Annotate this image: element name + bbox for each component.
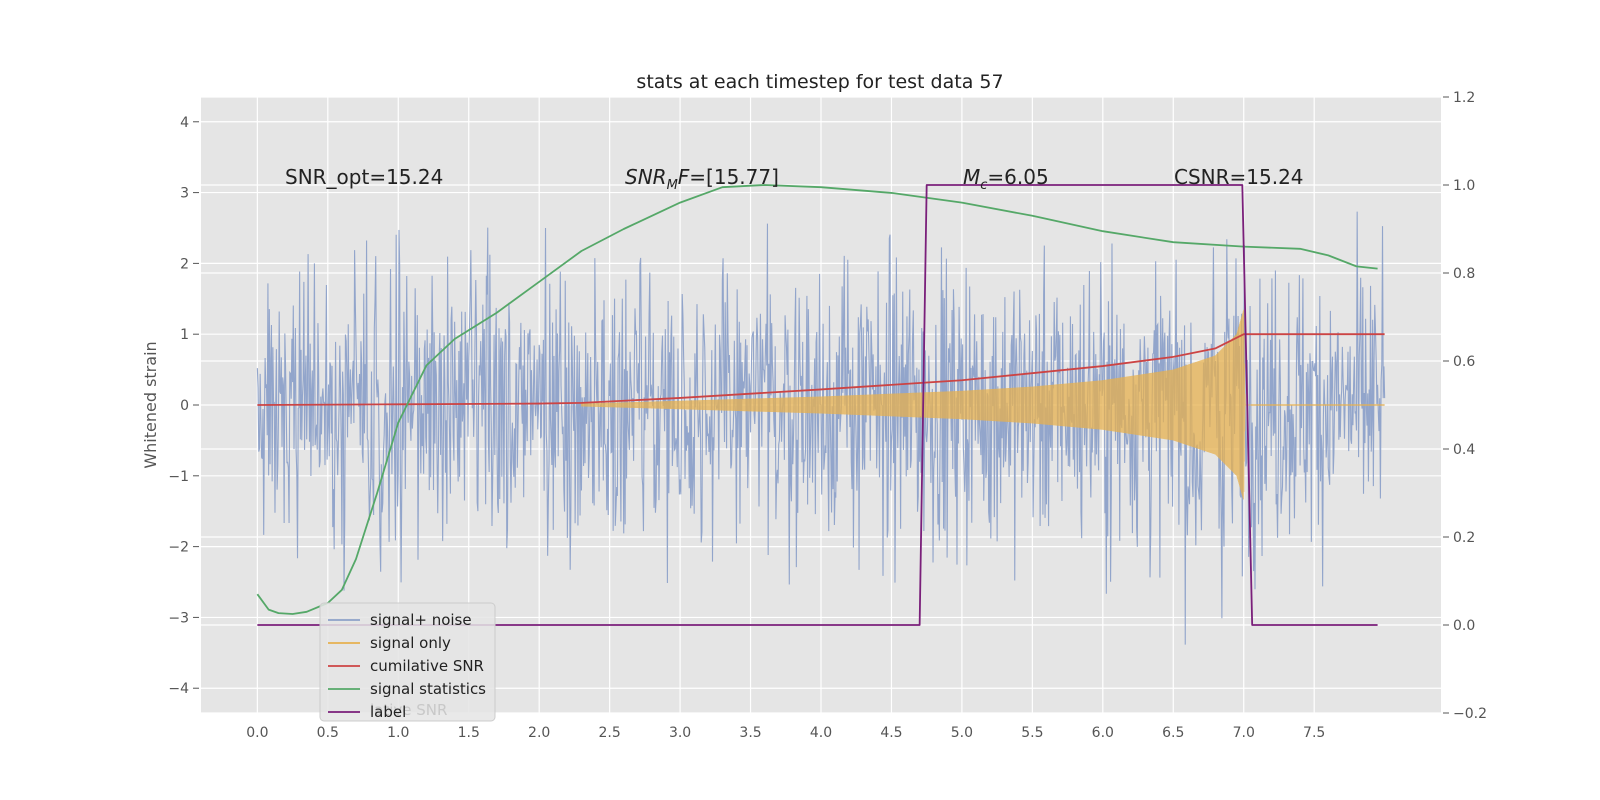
y2-tick-label: 1.2 xyxy=(1453,90,1475,106)
y-tick-label: −3 xyxy=(168,610,189,626)
chart-title: stats at each timestep for test data 57 xyxy=(636,71,1003,93)
x-tick-label: 7.5 xyxy=(1303,725,1325,741)
annotation-snr-mf: SNRMF=[15.77] xyxy=(625,165,779,193)
y-tick-label: −2 xyxy=(168,540,189,556)
y-tick-label: 0 xyxy=(180,398,189,414)
annotation-chirp-mass: Mc=6.05 xyxy=(963,165,1049,193)
x-tick-label: 2.5 xyxy=(599,725,621,741)
y2-tick-label: 0.4 xyxy=(1453,442,1475,458)
legend-label: signal only xyxy=(370,634,451,652)
y-tick-label: −1 xyxy=(168,469,189,485)
y-tick-label: 1 xyxy=(180,327,189,343)
y-tick-label: 3 xyxy=(180,186,189,202)
x-tick-label: 2.0 xyxy=(528,725,550,741)
y-tick-label: 4 xyxy=(180,115,189,131)
x-tick-label: 4.5 xyxy=(880,725,902,741)
y2-tick-label: 1.0 xyxy=(1453,178,1475,194)
y2-tick-label: −0.2 xyxy=(1453,706,1487,722)
legend: lative SNR signal+ noise signal only cumila… xyxy=(319,602,496,722)
legend-label: signal+ noise xyxy=(370,611,472,629)
x-tick-label: 0.5 xyxy=(317,725,339,741)
legend-box xyxy=(319,602,496,722)
legend-label: cumilative SNR xyxy=(370,657,484,675)
y-axis-label: Whitened strain xyxy=(141,341,160,468)
x-tick-label: 6.5 xyxy=(1162,725,1184,741)
annotations: SNR_opt=15.24 SNRMF=[15.77] Mc=6.05 CSNR… xyxy=(285,165,1304,193)
legend-label: signal statistics xyxy=(370,680,486,698)
axis-ticks: 0.0 0.5 1.0 1.5 2.0 2.5 3.0 3.5 4.0 4.5 5.0 5.5 6.0 6… xyxy=(168,90,1487,741)
y-tick-label: −4 xyxy=(168,681,189,697)
legend-label: label xyxy=(370,703,406,721)
x-tick-label: 1.0 xyxy=(387,725,409,741)
y-tick-label: 2 xyxy=(180,256,189,272)
legend-ghost-text: lative SNR xyxy=(370,701,447,719)
x-tick-label: 6.0 xyxy=(1092,725,1114,741)
annotation-csnr: CSNR=15.24 xyxy=(1174,165,1304,189)
x-tick-label: 4.0 xyxy=(810,725,832,741)
annotation-snr-opt: SNR_opt=15.24 xyxy=(285,165,443,189)
signal-only-line xyxy=(581,309,1251,500)
y2-tick-label: 0.0 xyxy=(1453,618,1475,634)
series-signal-only xyxy=(581,309,1385,500)
x-tick-label: 0.0 xyxy=(246,725,268,741)
x-tick-label: 3.5 xyxy=(739,725,761,741)
y2-tick-label: 0.2 xyxy=(1453,530,1475,546)
y2-tick-label: 0.8 xyxy=(1453,266,1475,282)
x-tick-label: 5.5 xyxy=(1021,725,1043,741)
series-line-label xyxy=(257,184,1378,626)
y2-tick-label: 0.6 xyxy=(1453,354,1475,370)
x-tick-label: 1.5 xyxy=(458,725,480,741)
x-tick-label: 3.0 xyxy=(669,725,691,741)
x-tick-label: 7.0 xyxy=(1233,725,1255,741)
x-tick-label: 5.0 xyxy=(951,725,973,741)
series-line-cumilative-snr xyxy=(257,333,1385,406)
